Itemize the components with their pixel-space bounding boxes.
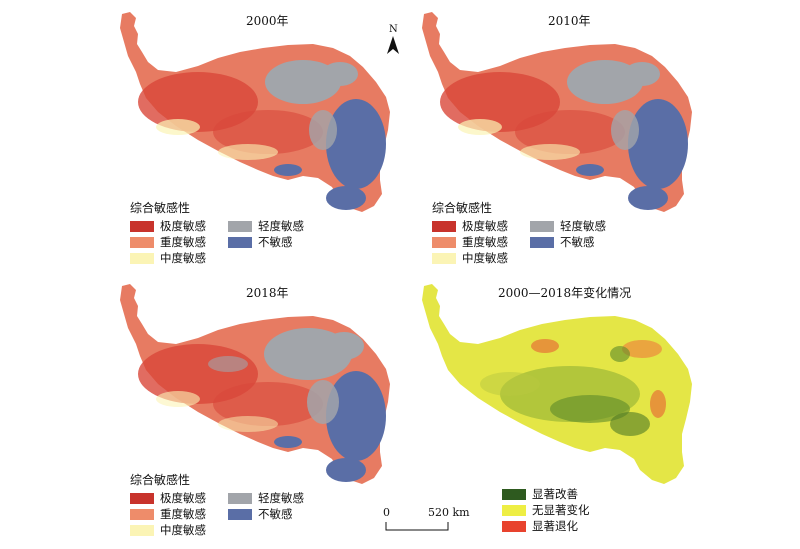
legend-item-severe: 重度敏感: [432, 234, 508, 250]
legend-swatch: [530, 220, 554, 232]
panel-title: 2000—2018年变化情况: [498, 286, 632, 300]
legend-swatch: [228, 508, 252, 520]
map-panel-2018: 2018年 综合敏感性 极度敏感 重度敏感 中度敏感 轻度敏感 不敏感: [118, 284, 428, 549]
legend-swatch: [130, 524, 154, 536]
sensitivity-legend: 综合敏感性 极度敏感 重度敏感 中度敏感 轻度敏感 不敏感: [432, 199, 632, 269]
scale-line: [385, 522, 449, 531]
legend-swatch: [432, 252, 456, 264]
legend-swatch: [228, 220, 252, 232]
legend-title: 综合敏感性: [130, 473, 191, 487]
legend-swatch: [130, 236, 154, 248]
tibet-sensitivity-map-2018: [120, 284, 390, 484]
legend-item-severe: 重度敏感: [130, 506, 206, 522]
panel-title: 2018年: [246, 286, 289, 300]
legend-item-no-change: 无显著变化: [502, 502, 590, 518]
legend-item-extreme: 极度敏感: [130, 490, 206, 506]
legend-swatch: [502, 520, 526, 532]
legend-swatch: [432, 220, 456, 232]
legend-item-insensitive: 不敏感: [228, 506, 293, 522]
tibet-change-map: [422, 284, 692, 484]
legend-item-insensitive: 不敏感: [228, 234, 293, 250]
legend-item-severe: 重度敏感: [130, 234, 206, 250]
legend-swatch: [502, 488, 526, 500]
legend-swatch: [228, 492, 252, 504]
scale-bar: 0 520 km: [380, 506, 470, 536]
legend-swatch: [530, 236, 554, 248]
scale-end-label: 520 km: [428, 506, 470, 519]
north-arrow: N: [383, 24, 403, 58]
legend-swatch: [130, 252, 154, 264]
legend-item-extreme: 极度敏感: [432, 218, 508, 234]
legend-swatch: [502, 504, 526, 516]
legend-title: 综合敏感性: [130, 201, 191, 215]
scale-start-label: 0: [383, 506, 390, 519]
map-panel-2000: 2000年 综合敏感性 极度敏感 重度敏感 中度敏感 轻度敏感 不敏感: [118, 12, 428, 277]
legend-item-light: 轻度敏感: [228, 218, 304, 234]
sensitivity-legend: 综合敏感性 极度敏感 重度敏感 中度敏感 轻度敏感 不敏感: [130, 471, 330, 541]
tibet-sensitivity-map-2010: [422, 12, 692, 212]
panel-title: 2010年: [548, 14, 591, 28]
legend-swatch: [432, 236, 456, 248]
legend-item-improved: 显著改善: [502, 486, 578, 502]
change-legend: 显著改善 无显著变化 显著退化: [502, 484, 642, 544]
legend-swatch: [130, 508, 154, 520]
legend-swatch: [130, 220, 154, 232]
north-arrow-icon: [387, 36, 399, 54]
panel-title: 2000年: [246, 14, 289, 28]
map-panel-change: 2000—2018年变化情况 显著改善 无显著变化 显著退化: [420, 284, 760, 549]
legend-swatch: [228, 236, 252, 248]
north-label: N: [389, 24, 398, 35]
legend-item-moderate: 中度敏感: [130, 522, 206, 538]
legend-item-extreme: 极度敏感: [130, 218, 206, 234]
legend-item-light: 轻度敏感: [228, 490, 304, 506]
legend-item-moderate: 中度敏感: [130, 250, 206, 266]
legend-item-degraded: 显著退化: [502, 518, 578, 534]
legend-title: 综合敏感性: [432, 201, 493, 215]
legend-item-light: 轻度敏感: [530, 218, 606, 234]
map-panel-2010: 2010年 综合敏感性 极度敏感 重度敏感 中度敏感 轻度敏感 不敏感: [420, 12, 730, 277]
legend-swatch: [130, 492, 154, 504]
sensitivity-legend: 综合敏感性 极度敏感 重度敏感 中度敏感 轻度敏感 不敏感: [130, 199, 330, 269]
tibet-sensitivity-map-2000: [120, 12, 390, 212]
legend-item-moderate: 中度敏感: [432, 250, 508, 266]
legend-item-insensitive: 不敏感: [530, 234, 595, 250]
